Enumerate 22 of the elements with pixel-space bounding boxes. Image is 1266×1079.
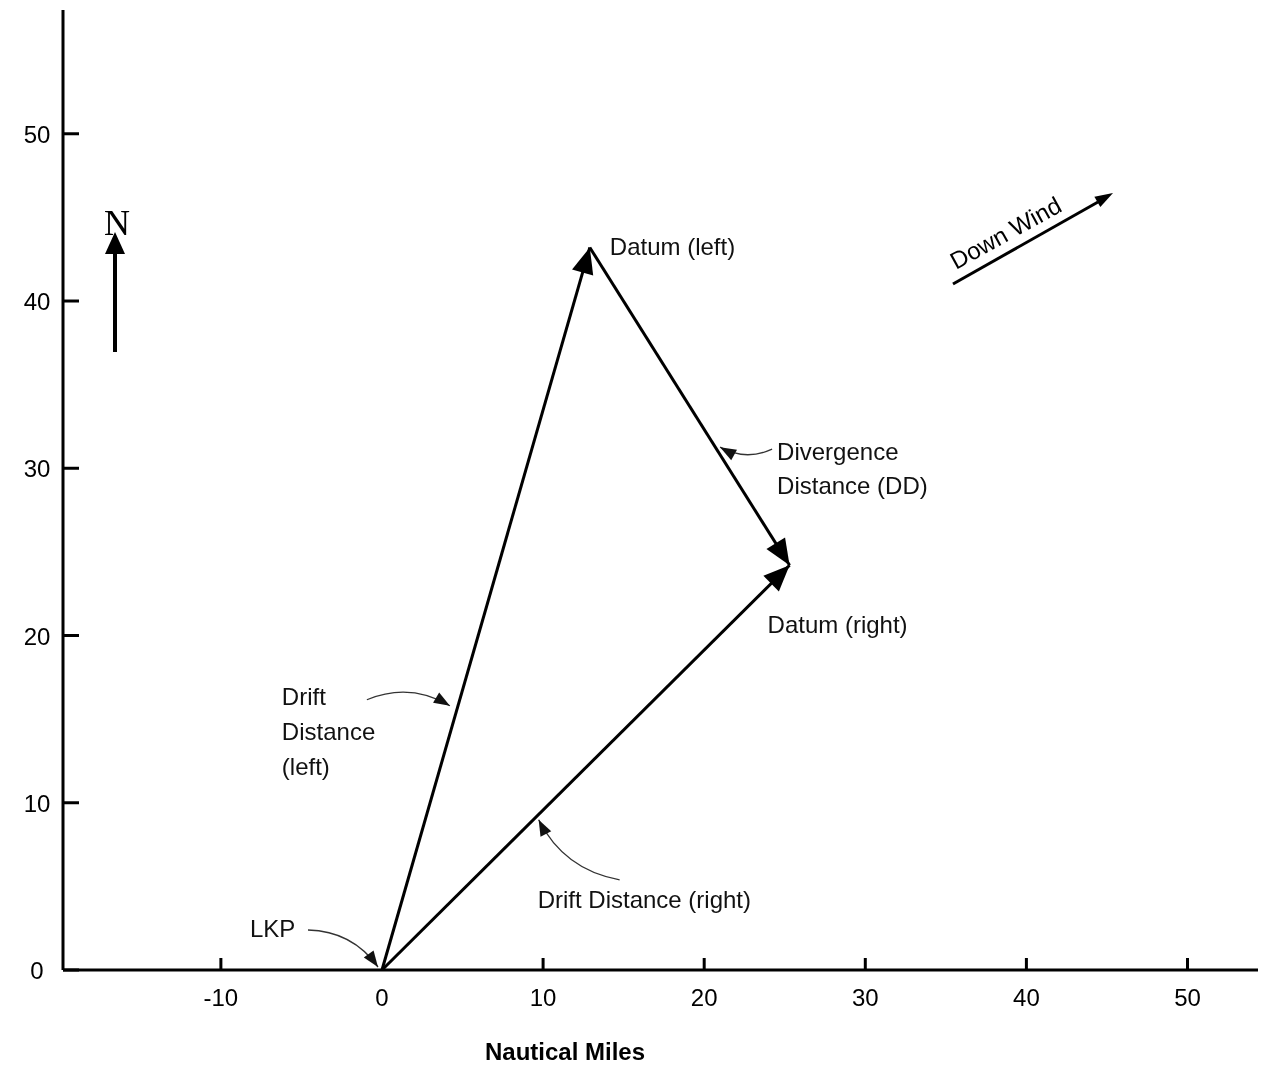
annotation: Down Wind xyxy=(945,191,1066,275)
x-tick-label: 50 xyxy=(1174,984,1201,1011)
x-tick-label: 0 xyxy=(375,984,389,1011)
annotation: Divergence Distance (DD) xyxy=(777,438,928,500)
annotation: N xyxy=(104,203,130,243)
x-tick-label: 20 xyxy=(690,984,718,1011)
annotation: LKP xyxy=(249,915,296,942)
x-tick-label: 40 xyxy=(1013,984,1040,1011)
x-tick-label: -10 xyxy=(203,984,239,1011)
annotation: Datum (left) xyxy=(609,233,736,261)
y-tick-label: 0 xyxy=(30,957,44,984)
annotation: Drift Distance (right) xyxy=(537,885,752,913)
x-axis-title: Nautical Miles xyxy=(484,1038,646,1065)
x-tick-label: 30 xyxy=(851,984,879,1011)
y-tick-label: 20 xyxy=(23,622,51,650)
y-tick-label: 10 xyxy=(23,789,51,817)
y-tick-label: 50 xyxy=(23,120,51,148)
y-tick-label: 30 xyxy=(23,455,51,483)
annotation: Drift Distance (left) xyxy=(281,682,376,780)
x-tick-label: 10 xyxy=(529,984,557,1011)
y-tick-label: 40 xyxy=(23,288,51,316)
annotation: Datum (right) xyxy=(767,611,908,639)
